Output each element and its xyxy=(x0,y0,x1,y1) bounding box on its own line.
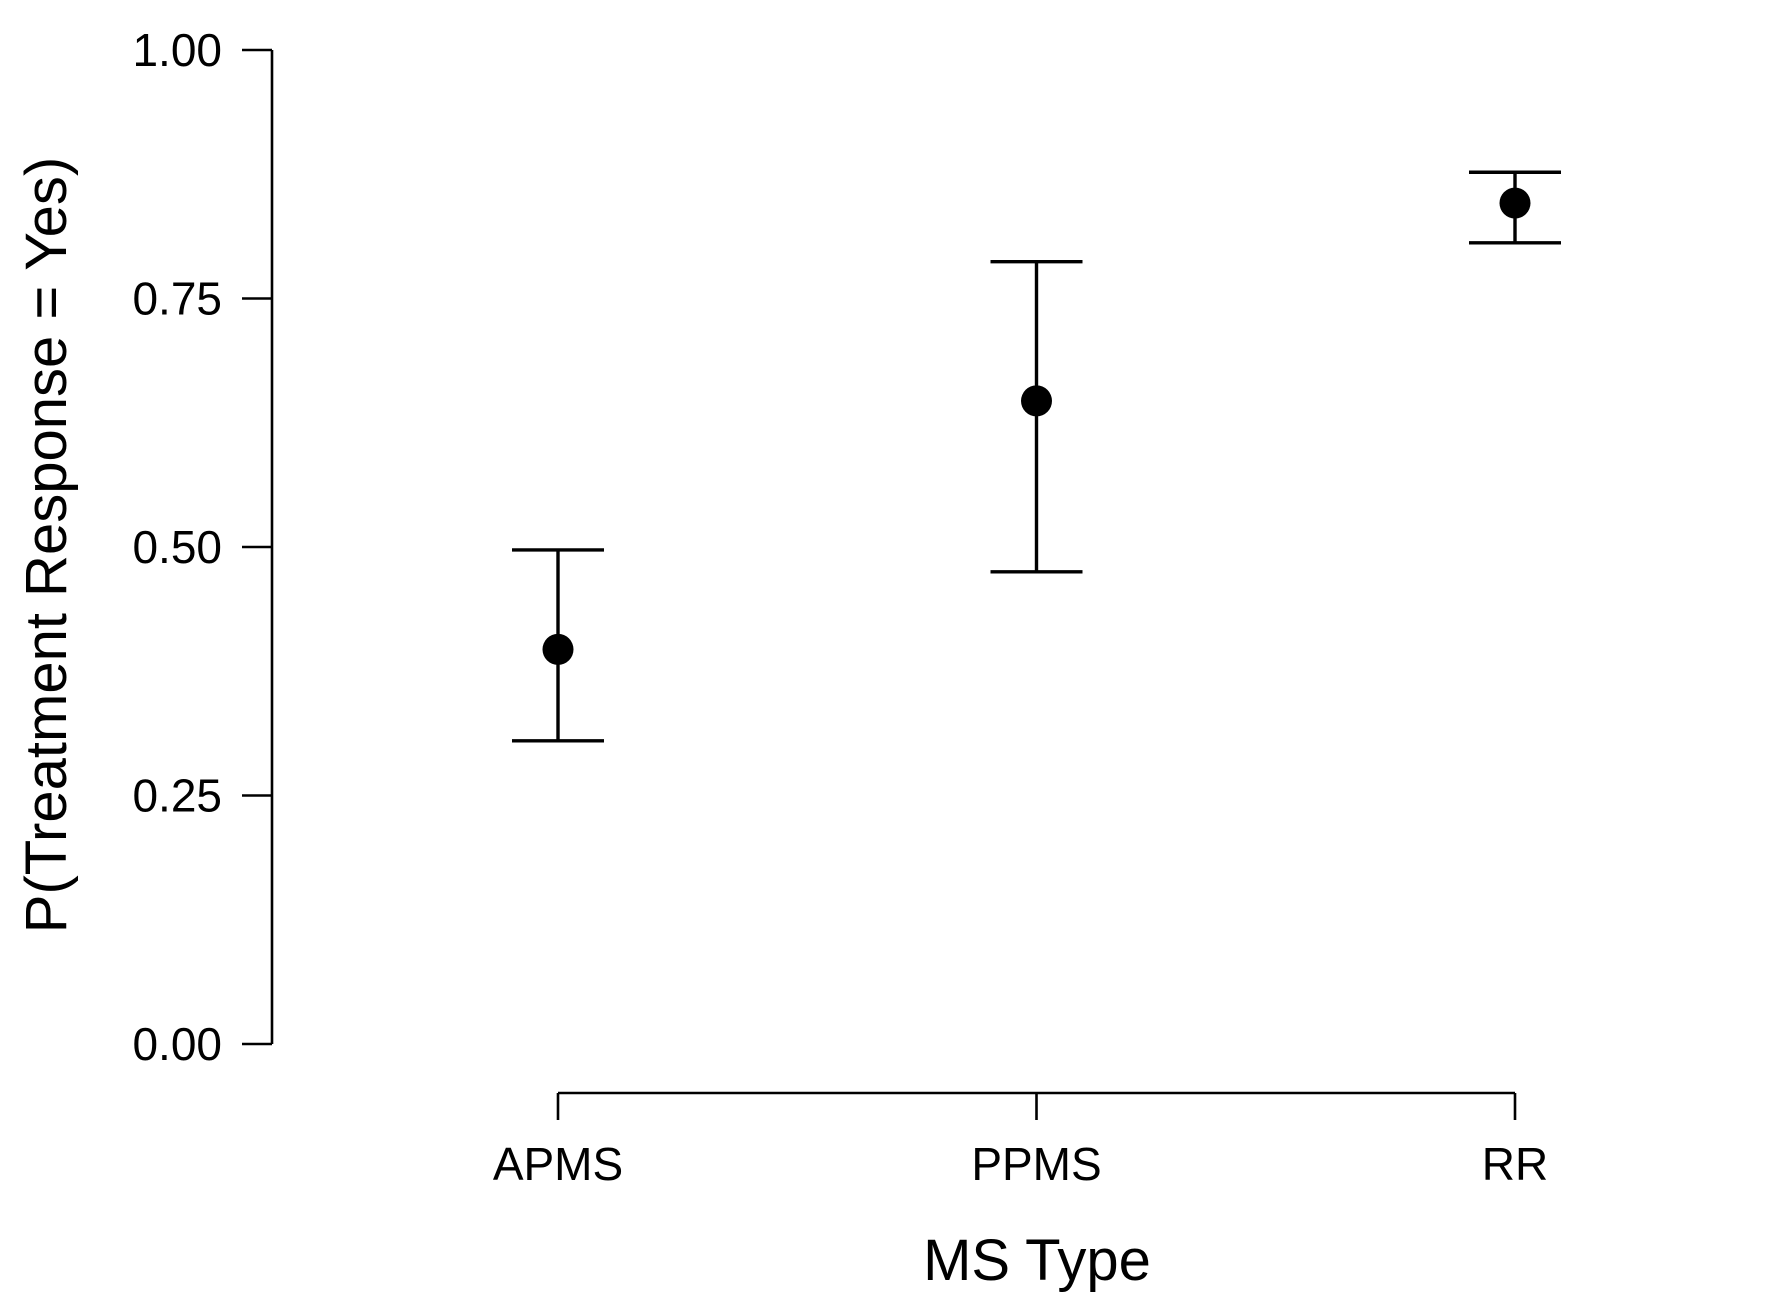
y-tick-label: 0.25 xyxy=(132,770,222,822)
y-tick-label: 0.75 xyxy=(132,273,222,325)
data-point xyxy=(542,633,574,665)
y-axis-title: P(Treatment Response = Yes) xyxy=(14,157,79,933)
x-axis: APMS PPMS RR xyxy=(493,1091,1548,1190)
x-tick-label: RR xyxy=(1482,1138,1548,1190)
y-axis: 0.00 0.25 0.50 0.75 1.00 xyxy=(132,24,274,1070)
x-axis-title: MS Type xyxy=(923,1228,1151,1293)
plot-marks xyxy=(512,170,1561,743)
x-tick-label: PPMS xyxy=(971,1138,1101,1190)
x-tick-label: APMS xyxy=(493,1138,623,1190)
y-tick-label: 1.00 xyxy=(132,24,222,76)
y-tick-label: 0.00 xyxy=(132,1018,222,1070)
data-point xyxy=(1021,385,1052,417)
y-tick-label: 0.50 xyxy=(132,521,222,573)
data-point xyxy=(1499,187,1531,219)
